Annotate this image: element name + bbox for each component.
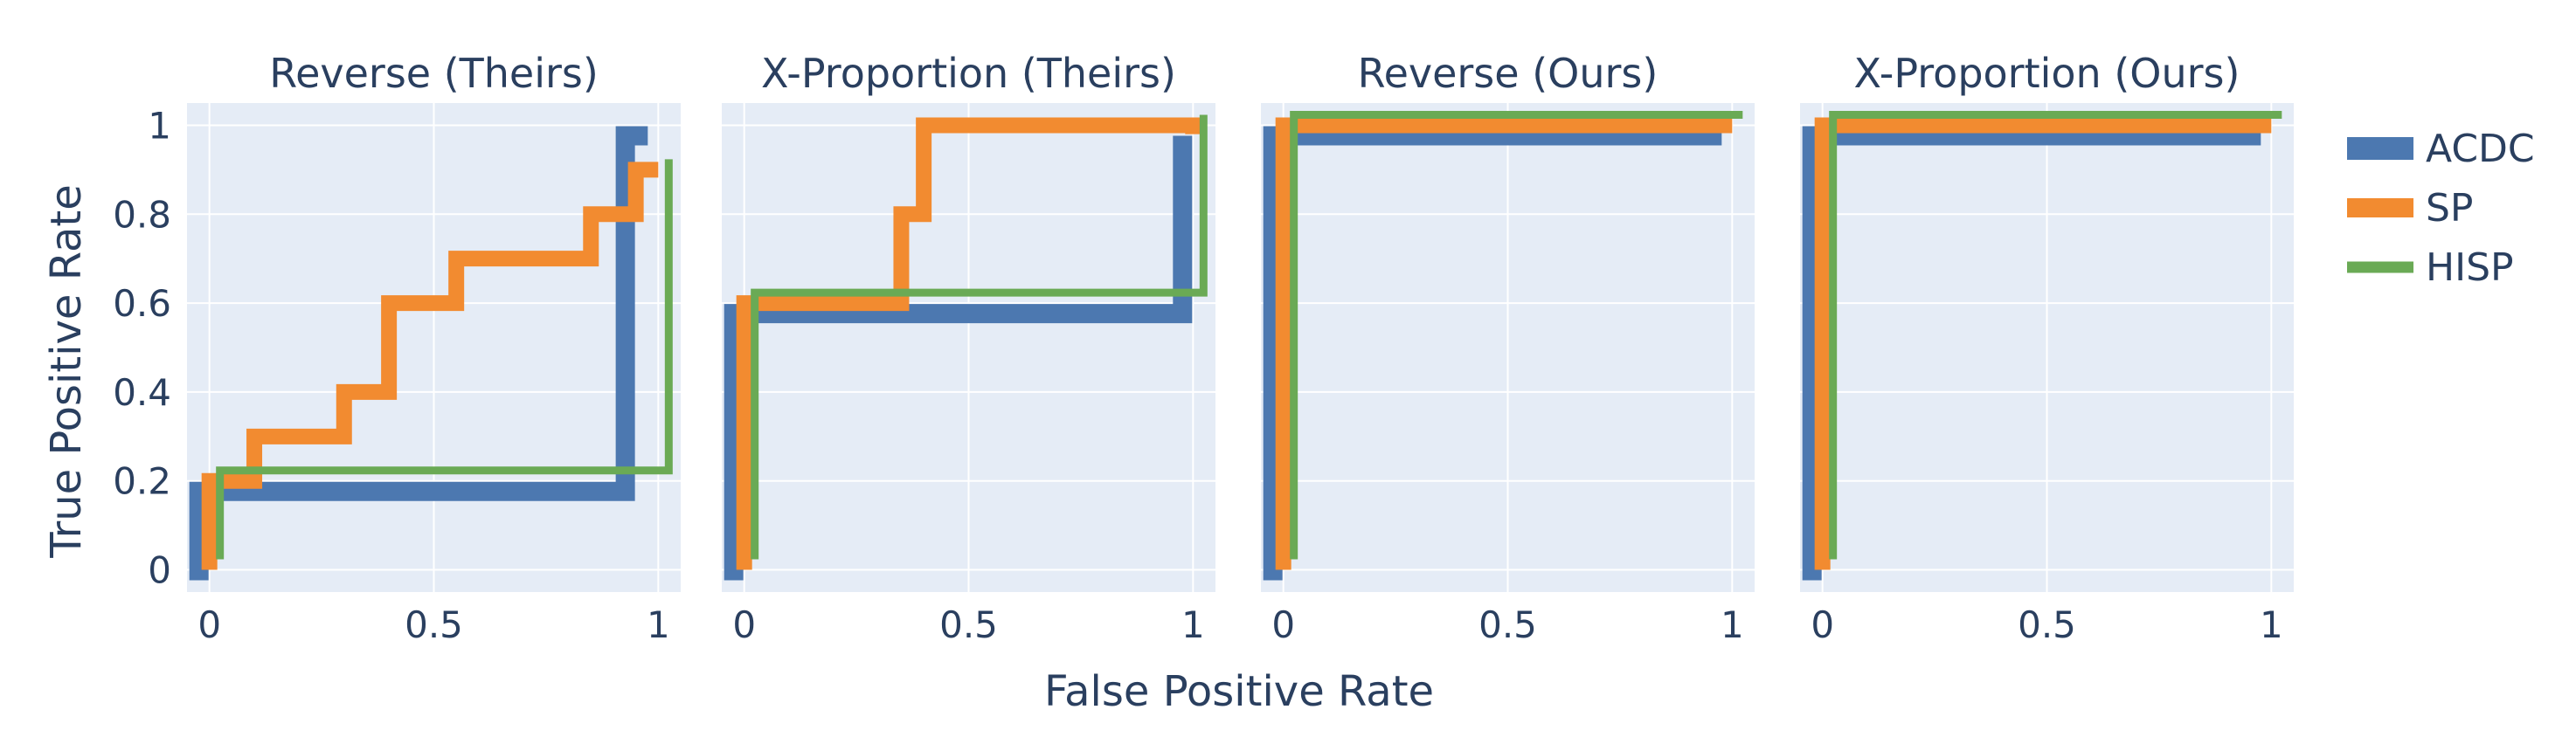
series-group: [724, 114, 1208, 581]
panel-title: Reverse (Theirs): [269, 50, 599, 97]
panel-1: Reverse (Theirs) 0 0.5 1 0 0.2 0.4 0.6 0.8 1: [113, 50, 681, 646]
x-tick-label: 1: [1721, 603, 1744, 646]
series-line-sp: [1275, 117, 1733, 570]
x-tick-label: 0.5: [1478, 603, 1537, 646]
x-tick-label: 0: [197, 603, 221, 646]
legend-label: SP: [2426, 186, 2473, 231]
y-tick-label: 0: [148, 549, 171, 592]
series-line-hisp: [1829, 110, 2282, 560]
x-tick-label: 1: [2260, 603, 2283, 646]
series-line-sp: [736, 117, 1201, 570]
legend-item-hisp: HISP: [2347, 245, 2514, 290]
panel-3: Reverse (Ours) 0 0.5 1: [1261, 50, 1755, 646]
panels-group: Reverse (Theirs)0 0.5 100.20.40.60.81X-Pro…: [113, 50, 2294, 646]
panel-title: Reverse (Ours): [1358, 50, 1658, 97]
legend-item-sp: SP: [2347, 186, 2473, 231]
legend-label: ACDC: [2426, 127, 2535, 171]
y-tick-label: 0.8: [113, 193, 171, 236]
x-tick-label: 0.5: [405, 603, 463, 646]
x-tick-label: 0.5: [939, 603, 998, 646]
x-axis-label: False Positive Rate: [1044, 667, 1434, 716]
y-tick-label: 0.2: [113, 460, 171, 503]
x-tick-label: 1: [647, 603, 670, 646]
series-line-hisp: [1290, 110, 1743, 560]
x-tick-label: 0: [1271, 603, 1295, 646]
legend-label: HISP: [2426, 245, 2514, 290]
panel-4: X-Proportion (Ours) 0 0.5 1: [1800, 50, 2294, 646]
series-line-hisp: [216, 159, 673, 560]
series-line-sp: [1814, 117, 2272, 570]
series-group: [189, 126, 673, 581]
panel-title: X-Proportion (Theirs): [761, 50, 1176, 97]
x-tick-label: 0: [732, 603, 756, 646]
series-line-acdc: [189, 126, 648, 581]
series-line-sp: [201, 162, 659, 570]
y-axis-label: True Positive Rate: [42, 184, 91, 559]
series-line-acdc: [1263, 126, 1722, 581]
series-group: [1263, 110, 1743, 581]
series-group: [1802, 110, 2282, 581]
series-line-acdc: [1802, 126, 2261, 581]
legend-item-acdc: ACDC: [2347, 127, 2535, 171]
x-tick-label: 1: [1181, 603, 1205, 646]
panel-2: X-Proportion (Theirs) 0 0.5 1: [722, 50, 1215, 646]
series-line-acdc: [724, 135, 1193, 581]
y-tick-label: 0.6: [113, 282, 171, 325]
legend: ACDC SP HISP: [2347, 127, 2535, 290]
series-line-hisp: [751, 114, 1208, 560]
y-tick-label: 0.4: [113, 371, 171, 414]
panel-title: X-Proportion (Ours): [1854, 50, 2240, 97]
y-tick-label: 1: [148, 104, 171, 147]
x-tick-label: 0.5: [2018, 603, 2076, 646]
x-tick-label: 0: [1811, 603, 1834, 646]
